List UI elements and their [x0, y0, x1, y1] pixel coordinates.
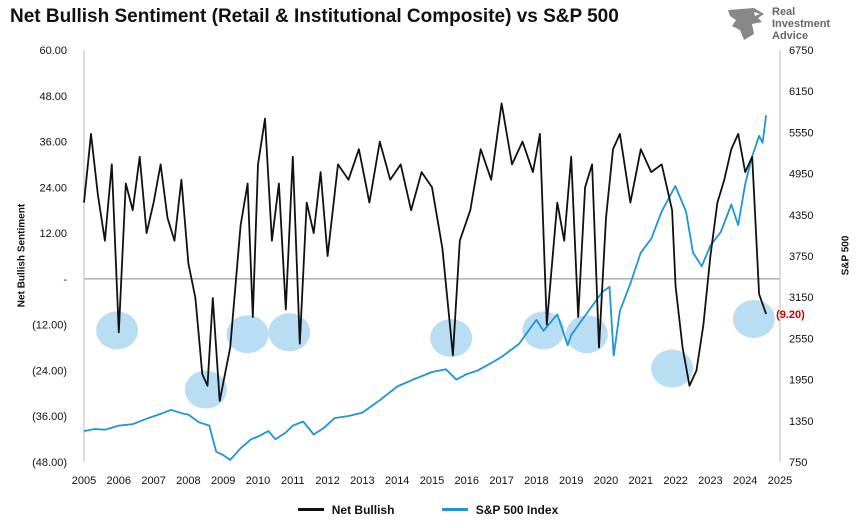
x-tick-label: 2021	[629, 475, 653, 487]
x-tick-label: 2011	[281, 475, 305, 487]
left-tick-label: 12.00	[39, 228, 67, 240]
right-tick-label: 6150	[789, 86, 813, 98]
right-tick-label: 1950	[789, 375, 813, 387]
right-axis-label: S&P 500	[840, 235, 852, 276]
right-axis-ticks: 6750 6150 5550 4950 4350 3750 3150 2550 1950 1350…	[789, 45, 813, 469]
x-tick-label: 2013	[350, 475, 374, 487]
latest-value-annotation: (9.20)	[776, 309, 805, 321]
x-tick-label: 2025	[768, 475, 792, 487]
x-tick-label: 2019	[559, 475, 583, 487]
gridlines	[83, 50, 781, 462]
left-tick-label: 36.00	[39, 137, 67, 149]
brand-line-2: Investment	[772, 18, 831, 30]
right-tick-label: 750	[789, 457, 807, 469]
legend-label-sp500: S&P 500 Index	[475, 502, 559, 517]
x-tick-label: 2024	[733, 475, 757, 487]
left-tick-label: (48.00)	[32, 457, 67, 469]
left-tick-label: (24.00)	[32, 365, 67, 377]
left-tick-label: 24.00	[39, 182, 67, 194]
x-axis-ticks: 2005 2006 2007 2008 2009 2010 2011 2012 2013 2014…	[72, 475, 792, 487]
left-tick-label: -	[63, 274, 67, 286]
x-tick-label: 2008	[176, 475, 200, 487]
right-tick-label: 3750	[789, 251, 813, 263]
highlight-circle-2	[226, 315, 269, 354]
legend-item-sp500: S&P 500 Index	[441, 502, 559, 517]
chart-title: Net Bullish Sentiment (Retail & Institut…	[10, 6, 619, 27]
x-tick-label: 2007	[141, 475, 165, 487]
x-tick-label: 2009	[211, 475, 235, 487]
eagle-head-icon	[728, 8, 764, 40]
brand-logo	[724, 4, 844, 44]
x-tick-label: 2018	[524, 475, 548, 487]
right-tick-label: 5550	[789, 127, 813, 139]
x-tick-label: 2015	[420, 475, 444, 487]
series-lines	[83, 102, 767, 461]
x-tick-label: 2023	[698, 475, 722, 487]
left-tick-label: 48.00	[39, 91, 67, 103]
left-tick-label: (36.00)	[32, 411, 67, 423]
brand-text: Real Investment Advice	[772, 6, 830, 42]
highlight-circle-8	[732, 299, 775, 338]
legend-item-net-bullish: Net Bullish	[297, 502, 395, 517]
legend-label-net-bullish: Net Bullish	[331, 502, 395, 517]
right-tick-label: 4350	[789, 210, 813, 222]
right-tick-label: 6750	[789, 45, 813, 57]
x-tick-label: 2022	[663, 475, 687, 487]
legend: Net Bullish S&P 500 Index	[0, 500, 856, 517]
x-tick-label: 2016	[455, 475, 479, 487]
x-tick-label: 2006	[107, 475, 131, 487]
right-tick-label: 1350	[789, 416, 813, 428]
x-tick-label: 2014	[385, 475, 409, 487]
x-tick-label: 2020	[594, 475, 618, 487]
left-tick-label: (12.00)	[32, 320, 67, 332]
x-tick-label: 2017	[489, 475, 513, 487]
left-axis-label: Net Bullish Sentiment	[16, 203, 28, 308]
legend-swatch-net-bullish	[297, 508, 324, 511]
x-tick-label: 2005	[72, 475, 96, 487]
brand-line-1: Real	[772, 6, 796, 18]
right-tick-label: 2550	[789, 333, 813, 345]
net-bullish-line	[83, 102, 767, 402]
sp500-line	[83, 115, 767, 461]
left-axis-ticks: 60.00 48.00 36.00 24.00 12.00 - (12.00) (24.00)…	[32, 45, 67, 469]
x-tick-label: 2012	[315, 475, 339, 487]
legend-swatch-sp500	[441, 508, 468, 511]
highlight-circle-1	[184, 370, 227, 409]
annotations: (9.20)	[776, 309, 805, 321]
x-tick-label: 2010	[246, 475, 270, 487]
highlight-circle-3	[268, 313, 311, 352]
brand-line-3: Advice	[772, 30, 809, 42]
right-tick-label: 4950	[789, 169, 813, 181]
left-tick-label: 60.00	[39, 45, 67, 57]
highlight-circle-0	[96, 311, 139, 350]
highlight-circle-7	[651, 349, 694, 388]
right-tick-label: 3150	[789, 292, 813, 304]
